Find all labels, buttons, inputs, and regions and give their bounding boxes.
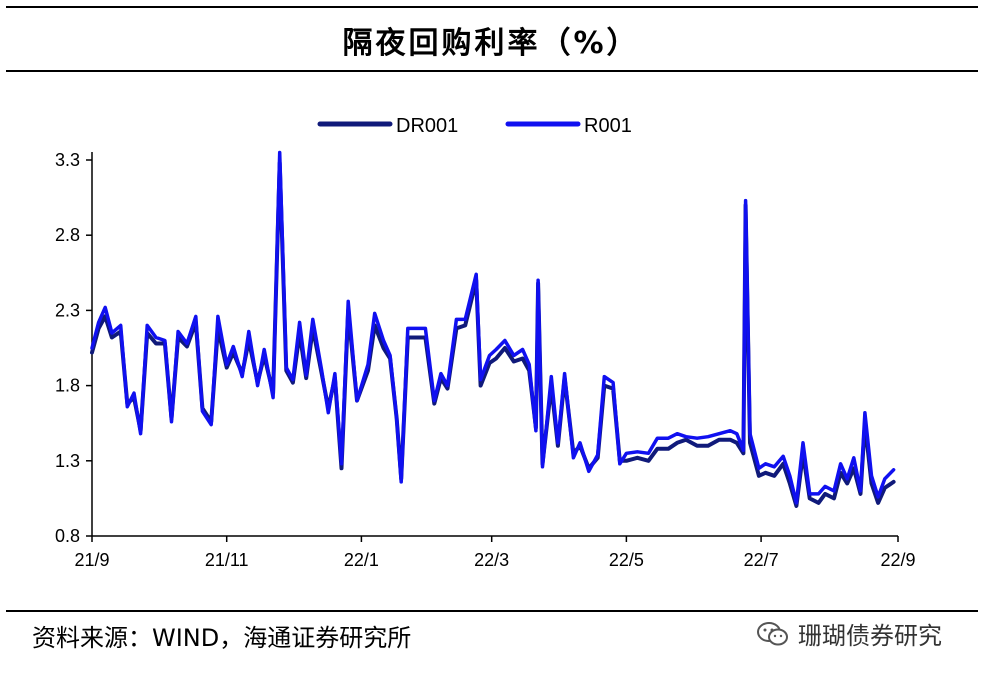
x-tick-label: 22/3 [474,550,509,570]
x-tick-label: 22/1 [344,550,379,570]
y-tick-label: 3.3 [55,150,80,170]
series-line-r001 [90,150,896,505]
legend-label-r001: R001 [584,115,632,137]
watermark: 珊瑚债券研究 [756,616,942,651]
title-rule [6,70,978,72]
y-tick-label: 2.8 [55,225,80,245]
y-tick-label: 0.8 [55,526,80,546]
y-tick-label: 1.8 [55,376,80,396]
chart-legend: DR001 R001 [317,115,632,137]
x-tick-label: 21/11 [205,550,249,570]
series-line-dr001 [90,161,896,508]
watermark-text: 珊瑚债券研究 [798,622,942,650]
x-tick-label: 22/7 [744,550,779,570]
y-tick-label: 2.3 [55,300,80,320]
series-layer [90,150,896,508]
legend-label-dr001: DR001 [396,115,458,137]
x-tick-label: 22/5 [609,550,644,570]
bottom-rule [6,610,978,612]
chart-title: 隔夜回购利率（%） [342,26,640,61]
x-tick-label: 21/9 [74,550,109,570]
wechat-icon [757,621,788,645]
top-rule [6,6,978,8]
x-tick-label: 22/9 [880,550,915,570]
y-tick-label: 1.3 [55,451,80,471]
source-note: 资料来源：WIND，海通证券研究所 [32,624,412,652]
chart-axes: 0.8 1.3 1.8 2.3 2.8 3.3 21/9 21/11 22/1 22/3 22/5 2… [55,150,916,570]
